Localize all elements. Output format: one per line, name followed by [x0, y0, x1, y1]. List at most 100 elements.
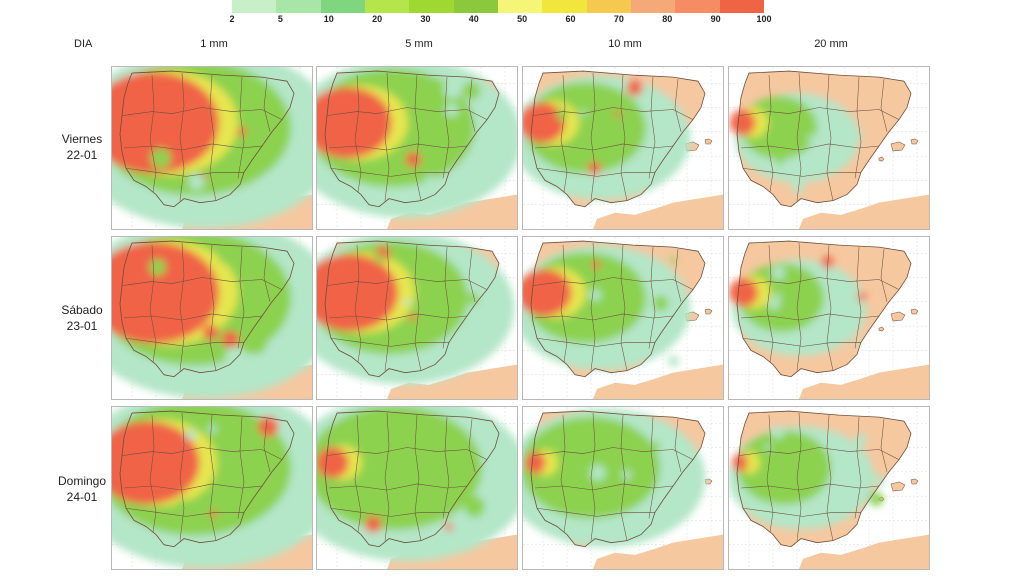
- precipitation-cell: [464, 496, 485, 518]
- province-border: [560, 415, 568, 539]
- precipitation-cell: [589, 289, 600, 300]
- legend-tick-label: 100: [756, 14, 772, 24]
- province-border: [740, 143, 880, 151]
- precipitation-cell: [771, 425, 785, 439]
- legend-swatch: [630, 0, 676, 13]
- province-border: [384, 73, 390, 201]
- legend-swatch: [320, 0, 365, 13]
- province-border: [648, 247, 656, 349]
- precipitation-cell: [150, 148, 171, 169]
- precipitation-cell: [667, 355, 680, 367]
- province-border: [330, 507, 449, 517]
- province-border: [742, 167, 861, 177]
- province-border: [826, 245, 834, 371]
- precipitation-cell: [405, 151, 421, 168]
- province-border: [121, 277, 283, 290]
- province-border: [237, 247, 245, 349]
- province-border: [209, 415, 217, 541]
- province-border: [674, 79, 682, 132]
- legend-swatch: [453, 0, 498, 13]
- coastline: [736, 410, 912, 548]
- high-probability-area: [523, 269, 572, 316]
- precipitation-cell: [338, 307, 352, 322]
- province-border: [648, 417, 656, 519]
- precipitation-cell: [336, 262, 353, 279]
- precipitation-cell: [813, 172, 822, 182]
- province-border: [796, 413, 802, 541]
- province-border: [328, 143, 468, 151]
- province-border: [414, 415, 422, 541]
- precipitation-cell: [621, 470, 632, 480]
- legend-tick-label: 2: [229, 14, 235, 24]
- legend-swatch: [586, 0, 631, 13]
- precipitation-cell: [149, 295, 161, 307]
- province-border: [326, 107, 488, 120]
- province-border: [326, 447, 488, 460]
- precipitation-cell: [188, 173, 205, 191]
- north-africa-land: [799, 194, 929, 229]
- iberia-map: [523, 67, 723, 229]
- precipitation-cell: [552, 498, 561, 507]
- province-border: [179, 73, 185, 201]
- precipitation-cell: [364, 515, 382, 533]
- precipitation-cell: [776, 157, 784, 166]
- province-border: [149, 75, 157, 199]
- province-border: [738, 107, 900, 120]
- north-africa-land: [799, 364, 929, 399]
- legend-swatch: [276, 0, 321, 13]
- province-border: [620, 245, 628, 371]
- precipitation-cell: [580, 487, 598, 506]
- row-label-viernes: Viernes 22-01: [54, 131, 110, 163]
- province-border: [209, 245, 217, 371]
- province-border: [826, 75, 834, 201]
- high-probability-area: [317, 87, 392, 159]
- province-border: [796, 243, 802, 371]
- forecast-map-panel: [522, 406, 724, 570]
- precipitation-cell: [403, 439, 414, 450]
- legend-tick-labels: 2 5 10 20 30 40 50 60 70 80 90 100: [229, 13, 771, 29]
- precipitation-cell: [807, 134, 816, 143]
- iberia-map: [317, 407, 517, 569]
- high-probability-area: [112, 421, 200, 505]
- forecast-map-panel: [316, 66, 518, 230]
- province-border: [354, 415, 362, 539]
- province-border: [796, 73, 802, 201]
- coastline: [736, 240, 912, 378]
- legend-tick-label: 20: [372, 14, 383, 24]
- province-border: [560, 245, 568, 369]
- province-border: [854, 247, 862, 349]
- precipitation-cell: [669, 256, 677, 264]
- balearic-island: [704, 308, 713, 315]
- province-border: [590, 413, 596, 541]
- balearic-island: [890, 141, 906, 152]
- precipitation-cell: [653, 295, 669, 311]
- province-border: [121, 107, 283, 120]
- legend-tick-label: 10: [323, 14, 334, 24]
- province-border: [534, 143, 674, 151]
- row-day: Domingo: [57, 474, 107, 488]
- legend-tick-label: 80: [662, 14, 673, 24]
- coastline: [530, 70, 706, 208]
- row-label-domingo: Domingo 24-01: [54, 473, 110, 505]
- precipitation-cell: [140, 435, 158, 454]
- iberia-map: [317, 67, 517, 229]
- province-border: [326, 277, 488, 290]
- legend-swatch: [497, 0, 543, 13]
- province-border: [854, 417, 862, 519]
- iberia-map: [112, 67, 312, 229]
- precipitation-cell: [149, 258, 166, 276]
- coastline: [119, 410, 295, 548]
- row-date: 22-01: [66, 148, 98, 162]
- province-border: [237, 417, 245, 519]
- iberia-map: [729, 237, 929, 399]
- legend-swatch: [719, 0, 764, 13]
- balearic-island: [704, 478, 713, 485]
- column-header-5mm: 5 mm: [405, 38, 433, 50]
- forecast-map-panel: [316, 236, 518, 400]
- forecast-map-panel: [111, 66, 313, 230]
- iberia-map: [317, 237, 517, 399]
- precipitation-cell: [205, 121, 213, 128]
- province-border: [328, 313, 468, 321]
- precipitation-cell: [640, 181, 648, 190]
- row-day: Sábado: [61, 303, 103, 317]
